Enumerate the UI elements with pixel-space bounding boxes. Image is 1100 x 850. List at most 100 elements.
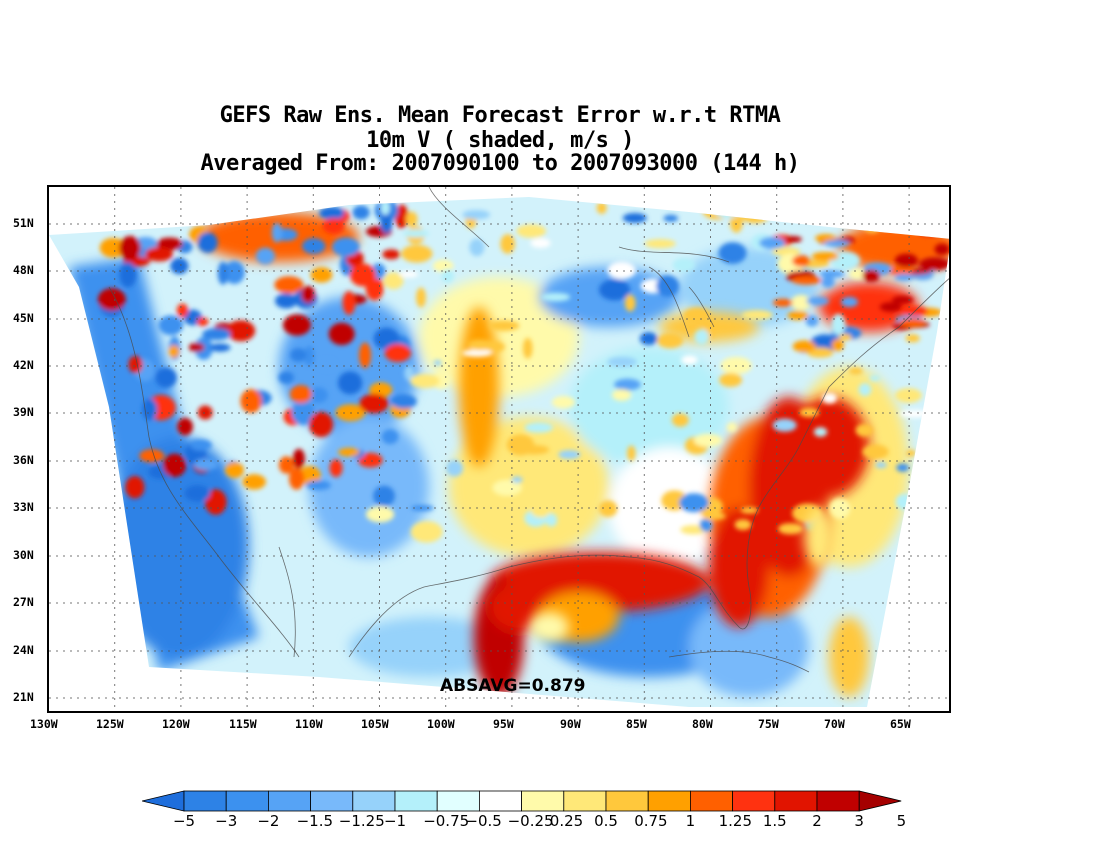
error-cell [358, 452, 383, 468]
colorbar-tick-label: −2 [257, 812, 280, 830]
error-cell [739, 204, 770, 224]
error-cell [128, 355, 143, 374]
colorbar-tick-label: 0.25 [549, 812, 584, 830]
error-cell [217, 261, 229, 285]
colorbar-swatch [478, 790, 522, 812]
error-cell [298, 465, 321, 486]
error-cell [196, 317, 209, 327]
colorbar-tick-label: −1.25 [338, 812, 385, 830]
error-cell [206, 204, 219, 215]
error-cell [349, 263, 376, 287]
error-cell [839, 333, 852, 341]
error-cell [433, 359, 442, 367]
error-cell [168, 345, 180, 358]
lat-label: 39N [13, 405, 34, 419]
error-cell [125, 476, 145, 499]
colorbar-tick-label: 1.25 [718, 812, 752, 830]
colorbar-tick-label: 0.5 [594, 812, 618, 830]
colorbar-tick-label: 2 [812, 812, 822, 830]
error-cell [290, 348, 307, 362]
error-cell [303, 345, 315, 366]
error-cell [155, 367, 177, 388]
error-cell [446, 459, 464, 477]
lon-label: 70W [824, 717, 845, 731]
error-cell [306, 480, 331, 491]
error-cell [866, 203, 877, 219]
lon-label: 130W [30, 717, 58, 731]
error-cell [289, 385, 312, 404]
error-cell [373, 327, 400, 350]
error-cell [914, 509, 930, 528]
error-cell [359, 393, 389, 414]
error-cell [225, 462, 244, 479]
colorbar-swatch [774, 790, 818, 812]
error-cell [607, 356, 637, 367]
error-cell [530, 504, 551, 518]
error-cell [416, 287, 426, 308]
colorbar-swatch [436, 790, 480, 812]
error-cell [694, 329, 710, 346]
lat-label: 42N [13, 358, 34, 372]
error-cell [741, 310, 773, 320]
lon-label: 75W [758, 717, 779, 731]
error-cell [274, 293, 298, 309]
error-cell [492, 479, 522, 496]
error-cell [918, 227, 942, 236]
error-cell [209, 343, 231, 352]
error-cell [382, 249, 401, 260]
error-cell [193, 458, 218, 471]
error-cell [806, 296, 830, 306]
error-cell [511, 476, 523, 483]
error-cell [202, 328, 231, 341]
colorbar-tick-label: −0.75 [423, 812, 470, 830]
error-cell [156, 237, 183, 251]
error-cell [373, 485, 396, 507]
error-cell [381, 429, 399, 445]
error-cell [530, 238, 551, 248]
error-cell [309, 387, 328, 404]
error-cell [524, 422, 554, 433]
error-cell [805, 315, 819, 327]
error-cell [337, 371, 363, 395]
colorbar-swatch [183, 790, 227, 812]
colorbar-swatch [225, 790, 269, 812]
error-cell [759, 236, 786, 250]
error-cell [395, 204, 409, 229]
error-cell [255, 247, 275, 265]
error-cell [522, 337, 533, 359]
lat-label: 33N [13, 500, 34, 514]
error-cell [813, 427, 828, 437]
error-cell [679, 493, 709, 513]
error-cell [240, 389, 262, 413]
colorbar-swatch [647, 790, 691, 812]
error-cell [189, 439, 212, 451]
error-cell [500, 234, 516, 254]
error-cell [790, 294, 812, 311]
error-cell [934, 243, 949, 255]
error-cell [824, 239, 850, 247]
error-cell [365, 506, 395, 523]
error-cell [352, 205, 370, 220]
error-cell [891, 295, 914, 304]
error-cell [292, 448, 305, 469]
error-cell [170, 257, 189, 275]
error-cell [607, 261, 636, 280]
lon-label: 100W [427, 717, 455, 731]
error-cell [328, 322, 355, 346]
error-cell [886, 265, 914, 275]
error-cell [611, 389, 632, 401]
error-cell [271, 222, 283, 243]
error-cell [405, 211, 418, 227]
error-cell [811, 251, 839, 261]
error-cell [791, 276, 822, 285]
error-cell [915, 495, 926, 503]
colorbar-swatch [605, 790, 649, 812]
lat-label: 48N [13, 263, 34, 277]
error-cell [139, 449, 165, 463]
lon-label: 105W [361, 717, 389, 731]
error-cell [242, 474, 266, 490]
error-cell [410, 505, 434, 512]
error-cell [390, 394, 417, 409]
error-cell [558, 450, 581, 460]
error-cell [792, 255, 810, 267]
